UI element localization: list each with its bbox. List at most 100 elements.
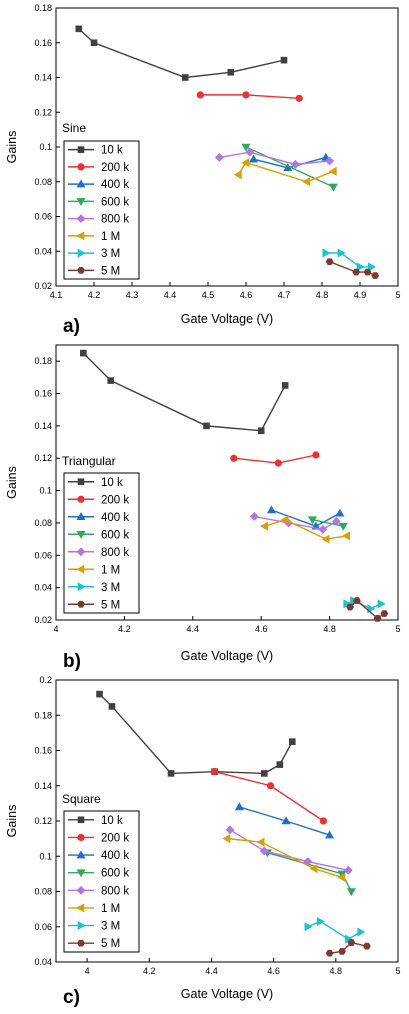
legend-label: 400 k [101,179,129,191]
legend-marker [76,530,86,539]
x-tick-label: 4.4 [205,966,218,976]
series [325,939,371,957]
y-tick-label: 0.14 [34,73,52,83]
x-tick-label: 4.7 [278,290,291,300]
y-tick-label: 0.06 [34,922,52,932]
legend-label: 1 M [101,903,120,915]
data-point [256,837,265,847]
series-line [307,920,362,940]
legend-marker [77,146,85,153]
x-tick-label: 4.6 [240,290,253,300]
legend-label: 10 k [101,815,123,827]
data-point [328,166,337,176]
data-point [107,377,115,384]
legend-label: 600 k [101,529,129,541]
y-tick-label: 0.12 [34,107,52,117]
legend-marker [76,512,86,521]
data-point [373,615,382,622]
legend: 10 k 200 k 400 k 600 k 800 k 1 M 3 M 5 M [63,140,140,280]
y-tick-label: 0.16 [34,38,52,48]
data-point [368,262,377,272]
series-line [312,519,344,527]
data-point [357,927,366,937]
legend-label: 600 k [101,868,129,880]
legend-label: 3 M [101,248,120,260]
y-tick-label: 0.08 [34,177,52,187]
legend-label: 200 k [101,494,129,506]
y-tick-label: 0.02 [34,615,52,625]
data-point [380,610,389,617]
series [304,916,366,944]
plot-frame [55,344,399,621]
data-point [241,143,251,152]
data-point [233,170,242,180]
data-point [337,872,346,882]
series-line [82,352,286,432]
data-point [280,56,288,64]
series [307,516,348,531]
data-point [319,817,327,825]
panel-tag: c) [63,987,80,1008]
series [80,349,289,435]
data-point [338,948,346,955]
data-point [241,158,250,168]
legend-marker [77,816,85,824]
legend-marker [76,547,86,557]
data-point [295,94,303,102]
data-point [210,768,219,776]
legend-marker [77,267,85,274]
series [210,768,327,825]
data-point [259,846,269,856]
legend-marker [76,885,86,895]
data-point [328,183,338,192]
data-point [203,422,210,430]
legend: 10 k 200 k 400 k 600 k 800 k 1 M 3 M 5 M [63,810,140,953]
y-tick-label: 0.08 [34,887,52,897]
x-axis-label: Gate Voltage (V) [181,312,273,326]
series-line [233,454,317,464]
y-tick-label: 0.04 [34,583,52,593]
data-point [304,922,313,932]
data-point [276,761,284,768]
legend-box [63,472,140,614]
y-tick-label: 0.06 [34,212,52,222]
series-line [245,146,334,188]
data-point [325,258,334,266]
series [196,91,303,102]
legend-label: 5 M [101,265,120,277]
data-point [234,802,244,811]
y-tick-label: 0.18 [34,3,52,13]
legend-label: 5 M [101,938,120,950]
data-point [377,599,386,609]
legend-marker [76,869,86,878]
series-line [349,599,385,620]
legend-label: 400 k [101,850,129,862]
y-tick-label: 0.1 [39,851,52,861]
data-point [307,516,318,525]
y-tick-label: 0.18 [34,710,52,720]
legend-label: 600 k [101,196,129,208]
legend-marker [76,231,85,241]
x-tick-label: 4.2 [143,966,156,976]
legend-box [63,140,140,280]
series-line [325,252,372,268]
series-line [78,28,285,79]
data-point [353,597,361,604]
series [241,143,338,192]
y-tick-label: 0.14 [34,421,52,431]
x-tick-label: 4 [53,624,58,634]
legend: 10 k 200 k 400 k 600 k 800 k 1 M 3 M 5 M [63,472,140,614]
x-tick-label: 4.4 [187,624,200,634]
series [230,451,320,467]
data-point [343,865,353,875]
series-line [254,515,337,531]
series-line [226,837,343,879]
data-point [346,888,356,897]
x-tick-label: 4.8 [316,290,329,300]
x-tick-label: 4.6 [267,966,280,976]
series [234,802,335,839]
series-line [264,518,347,540]
series [222,834,346,882]
legend-label: 3 M [101,921,120,933]
